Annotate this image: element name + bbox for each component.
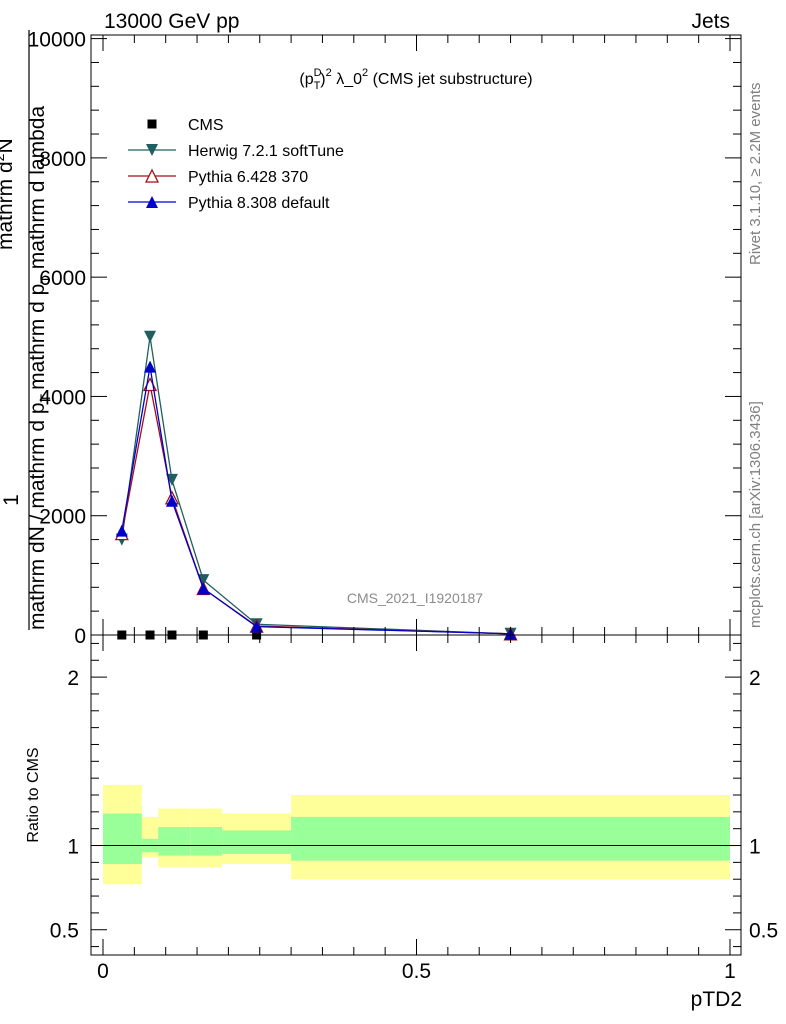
legend-marker — [147, 119, 157, 129]
series-point-1 — [165, 473, 178, 486]
ylabel-den-num: mathrm dN / mathrm d p — [26, 402, 49, 630]
legend-label: CMS — [188, 117, 224, 134]
ratio-y-ticks: 0.5 0.5 1 1 2 2 — [50, 642, 778, 948]
title-sup-d: D — [314, 67, 322, 79]
ratio-ytick-label: 2 — [67, 667, 79, 690]
main-y-ticks: 0 2000 4000 6000 8000 10000 — [28, 29, 741, 648]
xtick-label: 0 — [97, 960, 109, 983]
legend-marker — [146, 196, 158, 208]
title-close: ) — [320, 71, 325, 88]
title-sub-t: T — [314, 80, 321, 92]
ylabel-den-mid: mathrm d p — [26, 284, 49, 390]
series-point-3 — [197, 582, 210, 595]
ylabel-num-n: N — [0, 138, 17, 153]
ylabel-denominator: mathrm dN / mathrm d pTmathrm d pT mathr… — [26, 106, 53, 630]
ylabel-den-sub2: T — [37, 275, 53, 284]
ratio-band-inner — [158, 827, 191, 856]
series-point-1 — [144, 330, 157, 343]
legend-label: Pythia 6.428 370 — [188, 169, 308, 186]
ratio-y-label: Ratio to CMS — [25, 747, 42, 842]
mcplots-label: mcplots.cern.ch [arXiv:1306.3436] — [747, 401, 764, 628]
ratio-band-inner — [190, 827, 223, 856]
header-right-title: Jets — [691, 10, 730, 33]
legend: CMS Herwig 7.2.1 softTune Pythia 6.428 370… — [128, 117, 344, 212]
title-sup2: 2 — [326, 67, 332, 79]
x-axis-ticks: 0 0.5 1 — [97, 35, 736, 983]
ylabel-num-d: mathrm d — [0, 161, 17, 250]
series-point-1 — [197, 574, 210, 587]
main-ytick-label: 0 — [74, 625, 86, 648]
main-y-axis-label: 1 mathrm dN / mathrm d pTmathrm d pT mat… — [0, 30, 53, 630]
title-sup3: 2 — [362, 67, 368, 79]
ratio-band-inner — [291, 816, 730, 861]
ratio-ytick-label: 1 — [67, 836, 79, 859]
ylabel-den-sub: T — [37, 393, 53, 402]
series-line-3 — [121, 366, 511, 635]
main-ytick-label: 8000 — [39, 148, 86, 171]
legend-marker — [144, 168, 160, 183]
legend-marker — [146, 144, 158, 156]
main-title: (pD T)2 λ_02 (CMS jet substructure) — [299, 67, 532, 92]
ratio-band-inner — [222, 830, 292, 854]
watermark: CMS_2021_I1920187 — [347, 590, 483, 606]
main-ytick-label: 2000 — [39, 506, 86, 529]
xtick-label: 1 — [724, 960, 736, 983]
header-left-title: 13000 GeV pp — [104, 10, 239, 33]
x-axis-label: pTD2 — [691, 988, 742, 1011]
ratio-ytick-label-right: 0.5 — [749, 920, 778, 943]
ylabel-den-end: mathrm d lambda — [26, 106, 49, 276]
main-ytick-label: 10000 — [28, 29, 86, 52]
series-point-3 — [144, 360, 157, 373]
rivet-label: Rivet 3.1.10, ≥ 2.2M events — [747, 83, 764, 266]
ylabel-num-sup: 2 — [0, 153, 7, 161]
xtick-label: 0.5 — [402, 960, 431, 983]
ratio-band-inner — [103, 813, 142, 865]
title-rest: (CMS jet substructure) — [368, 71, 532, 88]
main-ytick-label: 4000 — [39, 386, 86, 409]
title-lambda: λ_0 — [332, 71, 362, 88]
series-point-3 — [165, 494, 178, 507]
ratio-bands — [103, 784, 730, 885]
legend-label: Herwig 7.2.1 softTune — [188, 143, 344, 160]
series-point-3 — [115, 524, 128, 537]
ylabel-numerator: mathrm d2N — [0, 138, 17, 250]
ratio-plot-panel: 0.5 0.51 12 2 0 0.5 1 Ratio to CMS pTD2 — [25, 35, 778, 1011]
ylabel-one: 1 — [0, 494, 23, 506]
title-p: (p — [299, 71, 313, 88]
ratio-ytick-label-right: 2 — [749, 667, 761, 690]
main-plot-panel: 0 2000 4000 6000 8000 10000 CMS_2021_I1920187… — [28, 29, 742, 648]
ratio-ytick-label-right: 1 — [749, 836, 761, 859]
legend-label: Pythia 8.308 default — [188, 195, 330, 212]
ratio-ytick-label: 0.5 — [50, 920, 79, 943]
main-ytick-label: 6000 — [39, 267, 86, 290]
